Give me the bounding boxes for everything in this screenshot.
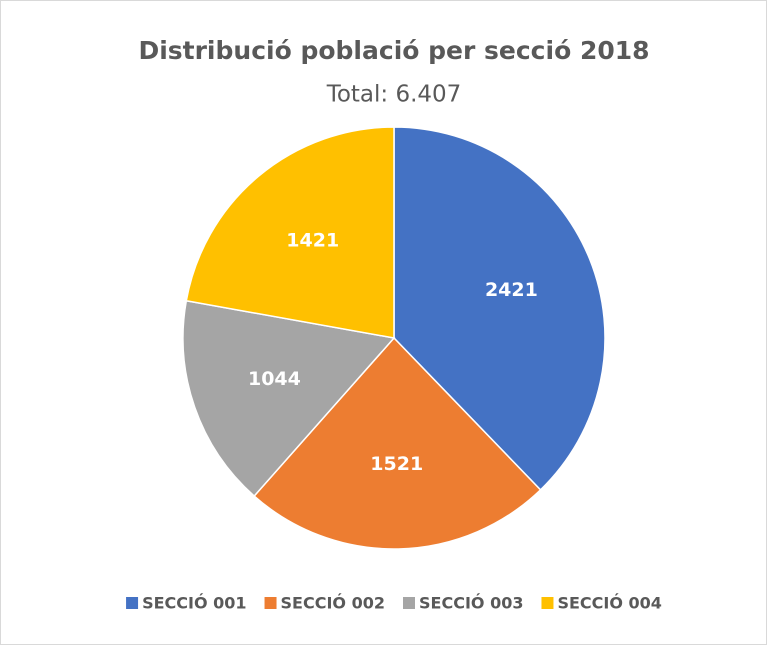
- legend-swatch: [541, 597, 554, 609]
- chart-subtitle: Total: 6.407: [326, 82, 462, 108]
- legend-label: SECCIÓ 002: [281, 594, 385, 613]
- data-label: 1044: [248, 368, 301, 390]
- chart-title: Distribució població per secció 2018: [138, 36, 649, 65]
- data-label: 1521: [370, 453, 423, 475]
- legend-swatch: [264, 597, 277, 609]
- pie-slice: [185, 126, 395, 339]
- legend-label: SECCIÓ 001: [142, 594, 246, 613]
- pie-slice: [182, 299, 396, 498]
- legend-swatch: [126, 597, 139, 609]
- pie-slice: [393, 126, 606, 491]
- data-label: 1421: [286, 229, 339, 251]
- pie-slice: [253, 336, 542, 550]
- data-label: 2421: [485, 279, 538, 301]
- legend-swatch: [403, 597, 415, 609]
- legend-label: SECCIÓ 004: [557, 594, 661, 613]
- legend-label: SECCIÓ 003: [419, 594, 523, 613]
